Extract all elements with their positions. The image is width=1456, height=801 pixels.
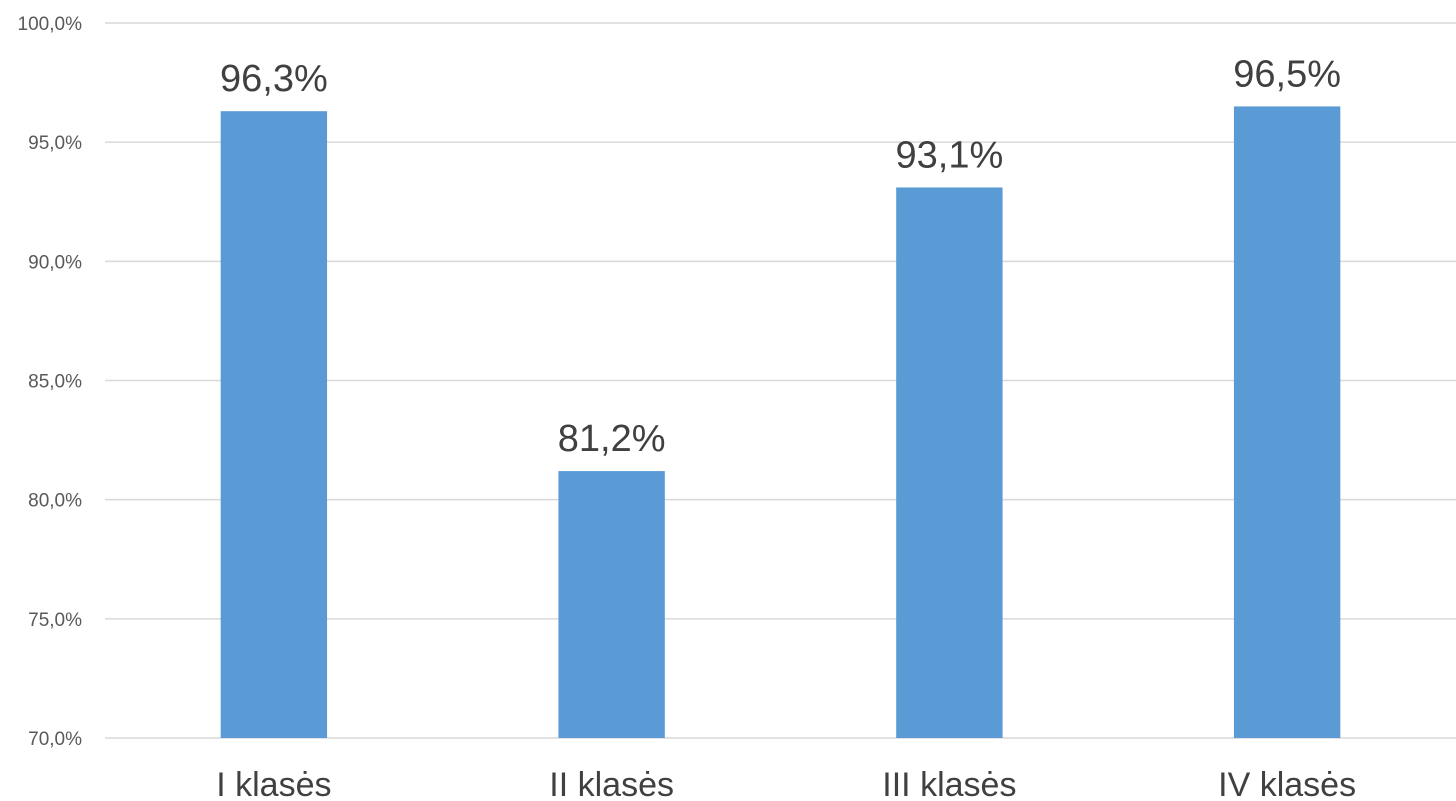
y-tick-label: 95,0% [28,133,82,154]
data-labels: 96,3% 81,2% 93,1% 96,5% [220,53,1341,460]
x-axis-ticks: I klasės II klasės III klasės IV klasės [216,766,1356,801]
gridlines [105,22,1456,739]
x-tick-label: III klasės [882,766,1016,801]
x-tick-label: IV klasės [1218,766,1356,801]
y-tick-label: 75,0% [28,610,82,631]
bar [220,111,328,738]
bar [896,187,1003,738]
y-axis-ticks: 70,0% 75,0% 80,0% 85,0% 90,0% 95,0% 100,0% [18,14,83,750]
data-label: 96,3% [220,58,328,100]
x-tick-label: II klasės [549,766,674,801]
data-label: 81,2% [558,418,666,460]
data-label: 93,1% [896,134,1004,176]
y-tick-label: 80,0% [28,491,82,512]
y-tick-label: 100,0% [18,14,83,35]
bar [1233,106,1341,738]
bars [220,106,1341,738]
x-tick-label: I klasės [216,766,331,801]
y-tick-label: 70,0% [28,729,82,750]
y-tick-label: 90,0% [28,252,82,273]
data-label: 96,5% [1233,53,1341,95]
y-tick-label: 85,0% [28,372,82,393]
bar [558,471,665,738]
